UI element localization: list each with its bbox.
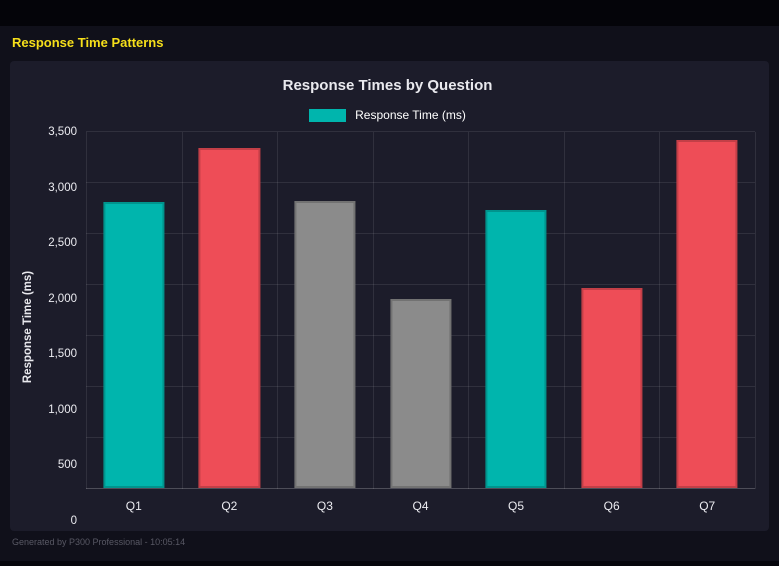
v-gridline [181,132,183,489]
v-gridline [563,132,565,489]
y-tick-label: 2,000 [48,292,77,305]
bar-q5[interactable] [485,209,547,488]
plot-area [86,131,756,489]
y-axis-ticks: 0 500 1,000 1,500 2,000 2,500 3,000 3,500 [40,126,86,527]
x-tick-label: Q2 [221,499,238,513]
x-tick-label: Q1 [125,499,142,513]
y-tick-label: 3,500 [48,126,77,138]
bottom-bar [0,561,779,566]
page-title: Response Time Patterns [12,35,164,50]
v-gridline [755,132,756,489]
v-gridline [468,132,470,489]
bar-q3[interactable] [294,201,356,488]
y-tick-label: 0 [70,515,77,527]
h-gridline [86,182,755,183]
chart-title: Response Times by Question [282,77,493,94]
legend-swatch [309,108,347,122]
h-gridline [86,488,755,489]
v-gridline [372,132,374,489]
y-tick-label: 1,500 [48,348,77,361]
bar-q6[interactable] [581,288,643,488]
h-gridline [86,131,755,132]
bar-q1[interactable] [103,202,165,488]
y-tick-label: 3,000 [48,181,77,194]
y-axis-title: Response Time (ms) [16,132,40,521]
h-gridline [86,284,755,285]
chart-panel: Response Times by Question Response Time… [10,61,769,531]
y-tick-label: 1,000 [48,403,77,416]
bar-q4[interactable] [389,299,452,488]
v-gridline [86,132,87,489]
bar-q7[interactable] [676,140,738,488]
v-gridline [277,132,279,489]
top-bar [0,0,779,26]
footer-note: Generated by P300 Professional - 10:05:1… [12,537,186,547]
bar-q2[interactable] [198,148,260,488]
x-tick-label: Q6 [603,499,620,513]
y-axis-title-text: Response Time (ms) [22,270,34,383]
chart-body: Response Time (ms) 0 500 1,000 1,500 2,000 2,… [16,126,759,527]
x-tick-label: Q7 [699,499,716,513]
h-gridline [86,233,755,234]
legend-label: Response Time (ms) [355,108,466,122]
x-axis-labels: Q1 Q2 Q3 Q4 Q5 Q6 Q7 [86,489,755,521]
x-tick-label: Q5 [508,499,525,513]
v-gridline [659,132,661,489]
y-tick-label: 500 [57,459,77,472]
x-tick-label: Q3 [316,499,333,513]
legend-item[interactable]: Response Time (ms) [16,108,759,122]
plot-column: Q1 Q2 Q3 Q4 Q5 Q6 Q7 [86,131,756,521]
x-tick-label: Q4 [412,499,429,513]
y-tick-label: 2,500 [48,237,77,250]
